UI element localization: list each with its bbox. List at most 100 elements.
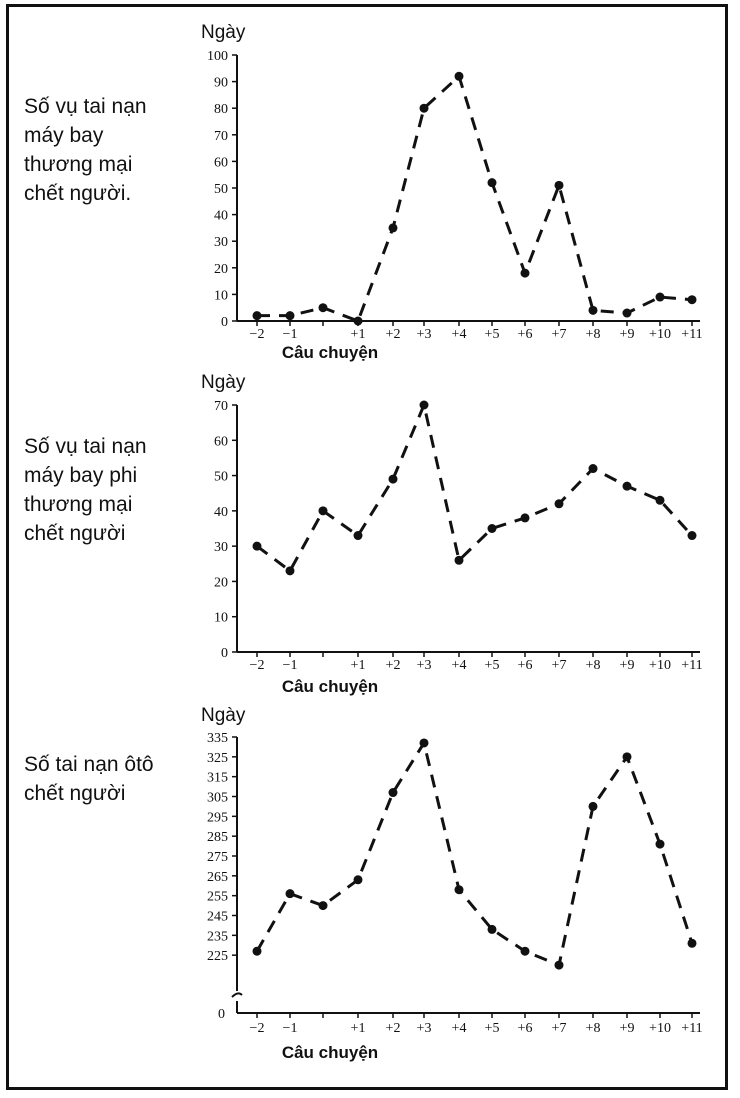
figure-frame — [6, 4, 728, 1090]
x-tick-label: −2 — [250, 1021, 265, 1036]
y-tick-label: 40 — [214, 209, 228, 224]
data-point — [454, 885, 464, 895]
x-tick-label: +1 — [351, 1021, 366, 1036]
x-tick-label: +2 — [386, 1021, 401, 1036]
y-tick-label: 325 — [207, 751, 228, 766]
x-tick-label: −1 — [283, 327, 298, 342]
x-tick-label: +7 — [552, 658, 567, 673]
y-tick-label: 0 — [221, 646, 228, 661]
y-tick-label: 50 — [214, 182, 228, 197]
y-tick-label: 50 — [214, 470, 228, 485]
panel-side-label: Số vụ tai nạn máy bay thương mại chết ng… — [24, 95, 147, 205]
x-tick-label: +10 — [649, 1021, 671, 1036]
y-tick-label: 245 — [207, 910, 228, 925]
x-axis-label: Câu chuyện — [282, 677, 378, 696]
data-point — [687, 295, 697, 305]
y-tick-label: 30 — [214, 235, 228, 250]
x-tick-label: +9 — [620, 327, 635, 342]
y-tick-label: 0 — [221, 315, 228, 330]
x-tick-label: +1 — [351, 327, 366, 342]
x-tick-label: +5 — [485, 327, 500, 342]
data-point — [622, 752, 632, 762]
data-point — [388, 223, 398, 233]
data-point — [285, 889, 295, 899]
y-tick-label: 30 — [214, 540, 228, 555]
x-tick-label: +4 — [452, 658, 467, 673]
data-point — [353, 316, 363, 326]
x-tick-label: +3 — [417, 327, 432, 342]
data-point — [318, 303, 328, 313]
x-tick-label: +6 — [518, 1021, 533, 1036]
x-tick-label: +11 — [681, 658, 702, 673]
x-tick-label: +5 — [485, 1021, 500, 1036]
series-line — [255, 741, 694, 967]
y-tick-label: 255 — [207, 890, 228, 905]
x-tick-label: +8 — [586, 658, 601, 673]
data-point — [285, 566, 295, 576]
x-axis-label: Câu chuyện — [282, 1043, 378, 1062]
data-point — [622, 481, 632, 491]
x-tick-label: −2 — [250, 658, 265, 673]
data-point — [554, 960, 564, 970]
data-point — [353, 875, 363, 885]
data-point — [622, 308, 632, 318]
data-point — [419, 103, 429, 113]
y-tick-label: 100 — [207, 49, 228, 64]
x-tick-label: +10 — [649, 327, 671, 342]
x-tick-label: +2 — [386, 658, 401, 673]
y-axis-label: Ngày — [201, 372, 246, 393]
chart-noncommercial-air-crashes: Ngày 0 10 20 30 40 50 60 70 −2 −1 +1 +2 +3 +4 +5 +6 +7 +8 +… — [201, 372, 703, 696]
data-point — [687, 531, 697, 541]
data-point — [520, 513, 530, 523]
data-point — [687, 938, 697, 948]
data-point — [588, 464, 598, 474]
y-tick-label: 40 — [214, 505, 228, 520]
x-tick-label: +3 — [417, 658, 432, 673]
y-tick-label: 70 — [214, 399, 228, 414]
x-tick-label: +6 — [518, 658, 533, 673]
y-tick-label: 90 — [214, 76, 228, 91]
data-point — [655, 495, 665, 505]
y-tick-label: 275 — [207, 850, 228, 865]
chart-panel-commercial-air-crashes: Số vụ tai nạn máy bay thương mại chết ng… — [0, 0, 740, 372]
data-point — [388, 474, 398, 484]
y-axis-label: Ngày — [201, 705, 246, 726]
x-tick-label: +2 — [386, 327, 401, 342]
x-tick-label: +9 — [620, 1021, 635, 1036]
data-point — [252, 541, 262, 551]
data-point — [487, 524, 497, 533]
y-tick-label: 235 — [207, 929, 228, 944]
y-tick-label: 60 — [214, 434, 228, 449]
y-tick-label: 80 — [214, 102, 228, 117]
chart-commercial-air-crashes: Ngày 0 10 20 30 40 50 60 70 80 90 100 −2 −1 +1 +2 +3 +4 +5… — [201, 22, 703, 362]
data-point — [419, 400, 429, 410]
axis-break-mark — [231, 992, 243, 1013]
y-tick-label: 285 — [207, 830, 228, 845]
y-tick-label: 10 — [214, 288, 228, 303]
data-point — [388, 788, 398, 798]
data-point — [655, 839, 665, 849]
x-tick-label: +4 — [452, 1021, 467, 1036]
y-tick-label: 225 — [207, 949, 228, 964]
data-point — [520, 268, 530, 278]
data-point — [520, 946, 530, 956]
y-tick-label: 265 — [207, 870, 228, 885]
y-tick-label: 315 — [207, 771, 228, 786]
x-tick-label: +5 — [485, 658, 500, 673]
series-line — [257, 74, 693, 323]
y-tick-label: 20 — [214, 575, 228, 590]
x-tick-label: +8 — [586, 1021, 601, 1036]
data-point — [588, 801, 598, 811]
x-tick-label: −1 — [283, 658, 298, 673]
y-tick-label: 0 — [218, 1007, 225, 1022]
data-point — [454, 71, 464, 81]
x-tick-label: +3 — [417, 1021, 432, 1036]
series-line — [256, 403, 694, 573]
x-tick-label: +6 — [518, 327, 533, 342]
y-tick-label: 335 — [207, 731, 228, 746]
x-tick-label: +11 — [681, 327, 702, 342]
y-axis-label: Ngày — [201, 22, 246, 43]
x-tick-label: +1 — [351, 658, 366, 673]
